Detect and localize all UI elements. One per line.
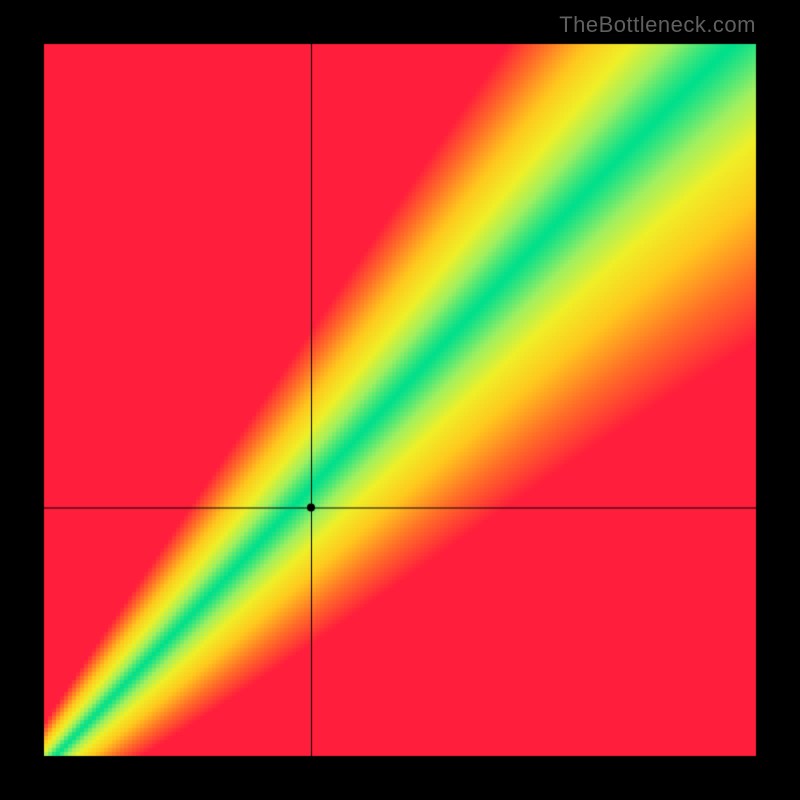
attribution-text: TheBottleneck.com — [559, 12, 756, 38]
bottleneck-heatmap — [0, 0, 800, 800]
